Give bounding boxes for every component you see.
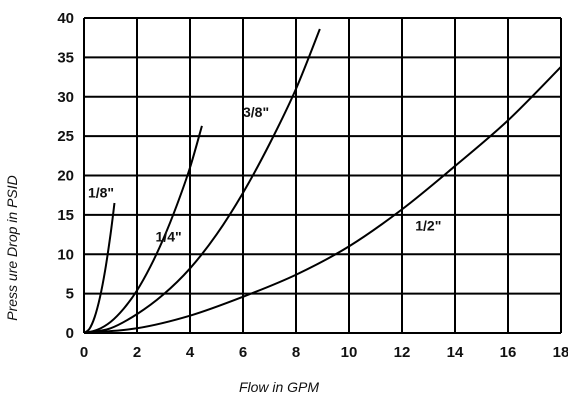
x-tick-10: 10 (341, 344, 358, 361)
x-tick-2: 2 (133, 344, 141, 361)
x-tick-labels: 0 2 4 6 8 10 12 14 16 18 (80, 344, 568, 361)
series-line-3 (83, 28, 321, 334)
x-tick-0: 0 (80, 344, 88, 361)
curve-labels: 1/8" 1/4" 3/8" 1/2" (88, 104, 441, 244)
y-tick-10: 10 (57, 246, 74, 263)
x-tick-8: 8 (292, 344, 300, 361)
series-line-2 (83, 125, 203, 334)
series-line-4 (83, 66, 562, 334)
chart-curves (83, 28, 562, 334)
series-line-1 (83, 202, 116, 334)
chart-grid (83, 17, 562, 334)
y-tick-25: 25 (57, 128, 74, 145)
y-tick-labels: 0 5 10 15 20 25 30 35 40 (57, 10, 74, 342)
x-axis-title: Flow in GPM (239, 379, 319, 395)
y-axis-title: Press ure Drop in PSID (4, 175, 20, 321)
y-tick-0: 0 (66, 325, 74, 342)
y-tick-30: 30 (57, 89, 74, 106)
y-tick-20: 20 (57, 168, 74, 185)
curve-label-2: 1/4" (156, 229, 182, 245)
x-tick-6: 6 (239, 344, 247, 361)
y-tick-35: 35 (57, 49, 74, 66)
curve-label-3: 3/8" (243, 104, 269, 120)
x-tick-4: 4 (186, 344, 195, 361)
x-tick-18: 18 (553, 344, 568, 361)
curve-label-1: 1/8" (88, 185, 114, 201)
y-tick-40: 40 (57, 10, 74, 27)
y-tick-15: 15 (57, 207, 74, 224)
x-tick-12: 12 (394, 344, 411, 361)
curve-label-4: 1/2" (415, 218, 441, 234)
x-tick-16: 16 (500, 344, 517, 361)
x-tick-14: 14 (447, 344, 464, 361)
y-tick-5: 5 (66, 286, 74, 303)
